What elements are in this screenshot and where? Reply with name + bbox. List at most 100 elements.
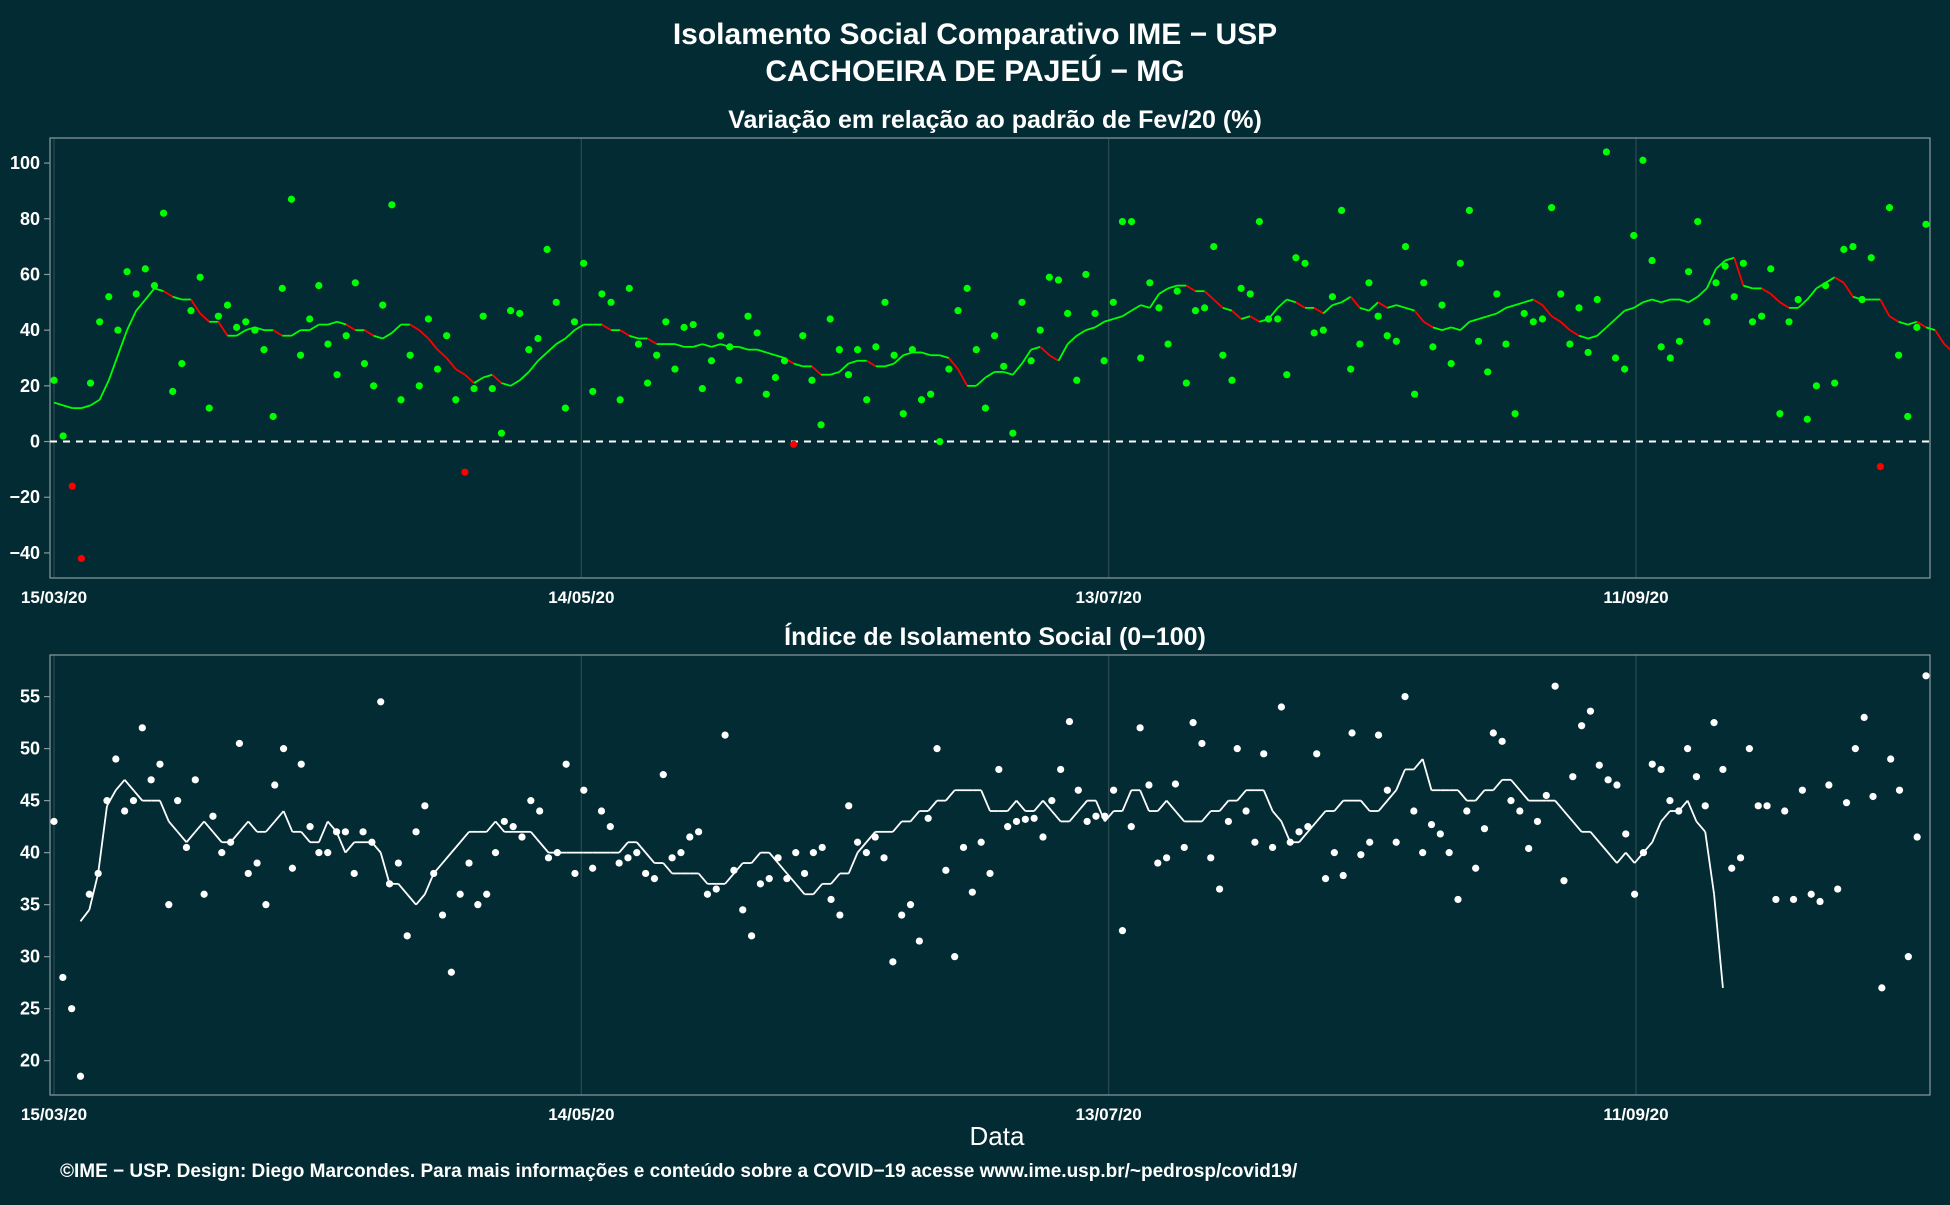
panel1-data-point (1703, 318, 1711, 326)
panel2-data-point (1101, 812, 1109, 820)
panel2-data-point (518, 833, 526, 841)
panel1-moving-average-segment (364, 329, 375, 337)
panel2-data-point (174, 797, 182, 805)
panel1-moving-average-segment (601, 323, 612, 331)
panel1-data-point (598, 290, 606, 298)
panel2-data-point (1030, 814, 1038, 822)
panel2-data-point (942, 866, 950, 874)
panel1-moving-average-segment (1569, 329, 1580, 337)
panel2-data-point (1321, 875, 1330, 883)
panel1-moving-average-segment (1642, 298, 1653, 304)
panel2-data-point (606, 823, 614, 831)
panel1-moving-average-segment (1103, 318, 1114, 323)
panel2-moving-average-segment (1033, 800, 1044, 812)
panel2-data-point (597, 807, 606, 815)
panel2-data-point (483, 890, 491, 898)
panel2-moving-average-segment (1262, 789, 1274, 812)
panel2-moving-average-segment (459, 831, 470, 843)
panel1-data-point (178, 359, 186, 368)
panel2-moving-average-segment (406, 893, 417, 906)
panel1-moving-average-segment (702, 343, 712, 348)
panel1-data-point (580, 259, 588, 267)
panel1-data-point (269, 412, 277, 421)
panel2-moving-average-segment (1625, 852, 1636, 864)
panel1-moving-average-segment (1605, 318, 1617, 329)
panel1-moving-average-segment (1532, 298, 1543, 306)
panel2-data-point (898, 911, 906, 919)
panel1-moving-average-segment (1222, 307, 1233, 312)
panel2-data-point (394, 859, 402, 867)
panel1-moving-average-segment (1332, 301, 1342, 306)
panel1-data-point (1137, 354, 1145, 362)
panel2-moving-average-segment (1271, 810, 1283, 823)
panel2-moving-average-segment (1307, 820, 1318, 833)
panel1-data-point (689, 320, 697, 329)
panel2-moving-average-segment (1077, 800, 1088, 812)
panel1-moving-average-segment (1770, 293, 1781, 303)
panel2-data-point (951, 953, 959, 961)
panel1-moving-average-segment (1377, 301, 1388, 309)
panel2-data-point (94, 869, 102, 878)
panel1-moving-average-segment (98, 379, 110, 401)
panel2-data-point (1834, 885, 1842, 893)
panel2-moving-average-segment (909, 810, 921, 823)
panel1-moving-average-segment (1012, 362, 1023, 376)
panel1-data-point (1100, 357, 1108, 365)
panel1-data-point (397, 396, 405, 404)
panel2-moving-average-segment (1413, 758, 1424, 771)
panel1-data-point (1748, 318, 1757, 326)
panel1-moving-average-segment (1231, 309, 1242, 320)
panel1-data-point (835, 346, 843, 354)
panel1-moving-average-segment (1067, 335, 1078, 345)
panel1-moving-average-segment (848, 359, 858, 365)
panel2-data-point (1781, 807, 1789, 815)
panel1-y-tick-label: 100 (10, 153, 40, 173)
panel1-data-point (1593, 295, 1601, 304)
panel1-data-point (196, 273, 204, 281)
panel1-data-point (625, 284, 633, 292)
panel2-moving-average-segment (1660, 810, 1671, 823)
panel1-data-point (1794, 295, 1802, 304)
panel2-data-point (553, 849, 561, 857)
panel1-moving-average-segment (1469, 318, 1479, 323)
panel2-data-point (138, 724, 146, 732)
panel2-data-point (156, 760, 164, 768)
panel2-data-point (827, 895, 835, 904)
panel1-data-point (1566, 340, 1574, 348)
panel1-data-point (1191, 307, 1200, 315)
panel1-data-point (881, 298, 889, 306)
panel2-data-point (1736, 854, 1745, 862)
panel2-data-point (1595, 761, 1603, 769)
panel2-data-point (1304, 823, 1312, 831)
panel1-data-point (379, 301, 387, 309)
panel2-data-point (165, 901, 173, 909)
panel1-data-point (169, 387, 177, 396)
panel2-data-point (1480, 825, 1489, 833)
panel2-moving-average-segment (795, 883, 806, 895)
panel2-data-point (1224, 817, 1233, 826)
panel1-moving-average-segment (1779, 301, 1790, 309)
panel1-data-point (543, 245, 551, 253)
panel1-moving-average-segment (838, 362, 850, 373)
panel1-moving-average-segment (1478, 315, 1488, 320)
panel1-moving-average-segment (144, 287, 156, 301)
panel2-data-point (1154, 859, 1162, 867)
panel1-data-point (780, 357, 789, 365)
panel1-moving-average-segment (1094, 321, 1105, 329)
panel1-moving-average-segment (1295, 301, 1306, 309)
panel2-data-point (1127, 823, 1135, 831)
panel1-frame (49, 137, 1931, 579)
panel2-data-point (1295, 828, 1303, 836)
panel2-moving-average-segment (274, 810, 285, 823)
panel2-data-point (862, 849, 870, 857)
panel1-data-point (1767, 265, 1775, 273)
panel1-data-point (1219, 351, 1227, 359)
panel2-data-point (403, 932, 411, 940)
panel2-data-point (1330, 849, 1338, 857)
panel1-data-point (287, 195, 296, 203)
x-axis-label: Data (970, 1121, 1025, 1151)
panel1-data-point (1730, 293, 1738, 301)
panel1-data-point (680, 323, 688, 331)
panel1-data-point (1036, 326, 1044, 334)
panel1-data-point (242, 318, 250, 326)
